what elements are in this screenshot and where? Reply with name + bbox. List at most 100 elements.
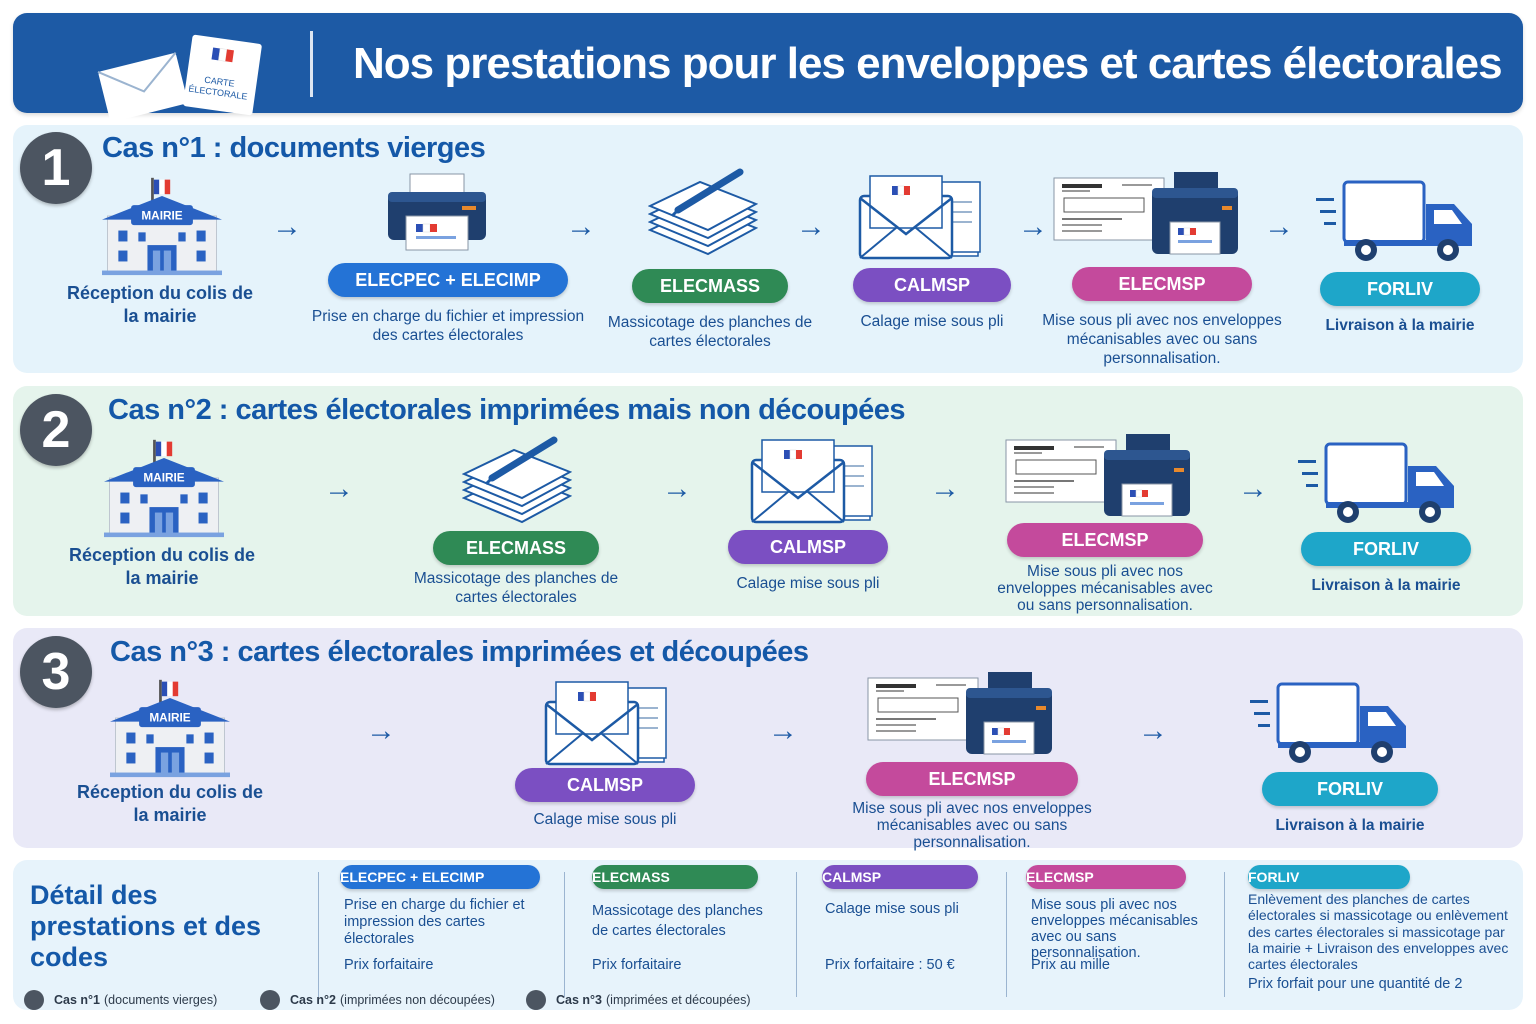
page-title: Nos prestations pour les enveloppes et c… [353, 39, 1503, 88]
case-1-step-3: CALMSP Calage mise sous pli [840, 268, 1024, 331]
code-pill: ELECMASS [632, 269, 788, 303]
code-pill: CALMSP [853, 268, 1011, 302]
detail-item-calmsp: CALMSP Calage mise sous pli Prix forfait… [822, 865, 992, 995]
legend-note: (imprimées et découpées) [606, 993, 751, 1007]
step-description: Calage mise sous pli [533, 811, 677, 828]
step-description: Massicotage des planches de cartes élect… [607, 314, 813, 350]
case-3-panel [13, 628, 1523, 848]
card-printer-icon [866, 670, 1056, 760]
detail-description: Massicotage des planches de cartes élect… [592, 903, 763, 939]
legend-item-case-2: Cas n°2 (imprimées non découpées) [260, 990, 495, 1010]
arrow-icon: → [272, 210, 302, 243]
step-description: Calage mise sous pli [860, 313, 1004, 330]
detail-price: Prix forfait pour une quantité de 2 [1248, 976, 1463, 992]
paper-stack-icon [462, 436, 572, 526]
arrow-icon: → [566, 210, 596, 243]
case-3-title: Cas n°3 : cartes électorales imprimées e… [110, 636, 809, 668]
detail-item-elecmsp: ELECMSP Mise sous pli avec nos enveloppe… [1026, 865, 1218, 995]
step-description: Calage mise sous pli [736, 575, 880, 592]
detail-price: Prix forfaitaire [344, 957, 434, 973]
code-pill: CALMSP [515, 768, 695, 802]
column-divider [318, 872, 319, 997]
case-1-step-4: ELECMSP Mise sous pli avec nos enveloppe… [1040, 267, 1284, 368]
case-2-step-4: FORLIV Livraison à la mairie [1296, 532, 1476, 595]
case-2-step-2: CALMSP Calage mise sous pli [720, 530, 896, 593]
legend-dot [24, 990, 44, 1010]
legend-note: (imprimées non découpées) [340, 993, 495, 1007]
step-description: Mise sous pli avec nos enveloppes mécani… [852, 800, 1092, 851]
column-divider [1006, 872, 1007, 997]
case-2-start: Réception du colis de la mairie [62, 544, 262, 590]
case-2-title: Cas n°2 : cartes électorales imprimées m… [108, 394, 906, 426]
mairie-icon [94, 438, 234, 538]
case-3-number-badge: 3 [20, 636, 92, 708]
card-printer-icon [1004, 432, 1194, 522]
code-pill: FORLIV [1320, 272, 1480, 306]
step-description: Prise en charge du fichier et impression… [311, 308, 585, 344]
step-description: Livraison à la mairie [1275, 817, 1425, 834]
card-printer-icon [1052, 170, 1242, 260]
column-divider [1224, 872, 1225, 997]
mairie-label: Réception du colis de la mairie [68, 545, 256, 588]
detail-description: Calage mise sous pli [825, 901, 959, 917]
detail-item-elecmass: ELECMASS Massicotage des planches de car… [592, 865, 782, 995]
arrow-icon: → [366, 714, 396, 747]
legend-note: (documents vierges) [104, 993, 218, 1007]
header-card-text: CARTE [204, 75, 235, 89]
case-3-start: Réception du colis de la mairie [70, 781, 270, 827]
step-description: Mise sous pli avec nos enveloppes mécani… [1042, 312, 1282, 367]
legend-case: Cas n°3 [556, 993, 602, 1007]
case-1-title: Cas n°1 : documents vierges [102, 132, 486, 164]
column-divider [796, 872, 797, 997]
arrow-icon: → [1264, 210, 1294, 243]
mairie-icon [100, 678, 240, 778]
code-pill: FORLIV [1262, 772, 1438, 806]
code-pill: CALMSP [822, 865, 978, 889]
code-pill: ELECPEC + ELECIMP [340, 865, 540, 889]
step-description: Massicotage des planches de cartes élect… [413, 570, 619, 606]
step-description: Livraison à la mairie [1311, 577, 1461, 594]
arrow-icon: → [1018, 210, 1048, 243]
envelope-card-icon: CARTE ÉLECTORALE [97, 34, 262, 122]
case-1-step-1: ELECPEC + ELECIMP Prise en charge du fic… [310, 263, 586, 345]
code-pill: ELECMASS [433, 531, 599, 565]
code-pill: ELECMSP [1007, 523, 1203, 557]
legend-case: Cas n°2 [290, 993, 336, 1007]
arrow-icon: → [324, 472, 354, 505]
truck-icon [1316, 178, 1476, 268]
envelope-icon [748, 436, 878, 526]
legend-dot [260, 990, 280, 1010]
case-2-step-3: ELECMSP Mise sous pli avec nos enveloppe… [990, 523, 1220, 614]
arrow-icon: → [768, 714, 798, 747]
arrow-icon: → [1138, 714, 1168, 747]
detail-description: Mise sous pli avec nos enveloppes mécani… [1031, 897, 1198, 961]
case-3-step-3: FORLIV Livraison à la mairie [1256, 772, 1444, 835]
case-3-step-1: CALMSP Calage mise sous pli [510, 768, 700, 829]
code-pill: FORLIV [1301, 532, 1471, 566]
step-description: Livraison à la mairie [1325, 317, 1475, 334]
mairie-icon [92, 176, 232, 276]
printer-icon [382, 172, 492, 252]
envelope-icon [542, 678, 672, 768]
case-1-start: Réception du colis de la mairie [60, 282, 260, 328]
case-1-step-2: ELECMASS Massicotage des planches de car… [592, 269, 828, 351]
column-divider [564, 872, 565, 997]
detail-item-elecpec: ELECPEC + ELECIMP Prise en charge du fic… [340, 865, 550, 995]
code-pill: ELECPEC + ELECIMP [328, 263, 568, 297]
mairie-label: Réception du colis de la mairie [76, 782, 264, 825]
case-3-step-2: ELECMSP Mise sous pli avec nos enveloppe… [852, 762, 1092, 851]
legend-case: Cas n°1 [54, 993, 100, 1007]
detail-price: Prix forfaitaire : 50 € [825, 957, 955, 973]
detail-description: Prise en charge du fichier et impression… [344, 897, 525, 947]
truck-icon [1298, 440, 1458, 530]
details-title: Détail des prestations et des codes [30, 880, 262, 972]
legend-dot [526, 990, 546, 1010]
header-banner: CARTE ÉLECTORALE Nos prestations pour le… [13, 13, 1523, 122]
code-pill: ELECMSP [1026, 865, 1186, 889]
legend-item-case-1: Cas n°1 (documents vierges) [24, 990, 217, 1010]
legend-item-case-3: Cas n°3 (imprimées et découpées) [526, 990, 751, 1010]
step-description: Mise sous pli avec nos enveloppes mécani… [997, 563, 1213, 614]
arrow-icon: → [1238, 472, 1268, 505]
arrow-icon: → [662, 472, 692, 505]
code-pill: ELECMSP [866, 762, 1078, 796]
